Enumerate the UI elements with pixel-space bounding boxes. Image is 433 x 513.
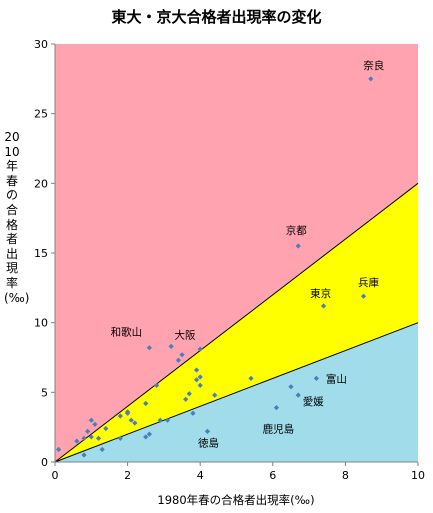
y-tick-label: 15 — [34, 247, 48, 260]
x-tick-label: 2 — [124, 469, 131, 482]
y-tick-label: 10 — [34, 317, 48, 330]
point-label: 鹿児島 — [263, 423, 295, 436]
data-point — [204, 428, 211, 434]
data-point — [143, 400, 149, 407]
data-point — [193, 377, 200, 383]
point-label: 和歌山 — [111, 326, 143, 339]
data-point — [132, 420, 138, 426]
data-point — [190, 410, 196, 416]
data-point — [175, 357, 182, 363]
boundary-line-2 — [54, 322, 419, 463]
point-label: 奈良 — [363, 59, 384, 72]
x-tick-label: 0 — [52, 469, 59, 482]
data-point — [197, 374, 203, 380]
data-point — [117, 435, 123, 441]
chart-title: 東大・京大合格者出現率の変化 — [111, 8, 322, 26]
data-point — [143, 434, 149, 440]
y-tick-label: 20 — [34, 177, 48, 190]
data-point — [125, 410, 131, 416]
data-point — [186, 391, 192, 397]
y-tick-label: 30 — [34, 38, 48, 51]
data-point — [295, 243, 301, 249]
data-point — [183, 396, 189, 402]
data-point — [74, 438, 80, 444]
data-point — [128, 417, 134, 423]
y-tick-label: 0 — [41, 456, 48, 469]
data-point — [88, 434, 94, 440]
point-label: 富山 — [326, 372, 347, 385]
data-point — [81, 452, 87, 458]
data-point — [56, 446, 62, 453]
point-label: 大阪 — [175, 329, 196, 342]
data-point — [273, 405, 280, 411]
regions-layer — [55, 44, 418, 463]
boundary-lines-layer — [54, 182, 419, 463]
data-point — [88, 417, 94, 423]
data-point — [168, 343, 174, 349]
data-point — [288, 384, 294, 390]
data-point — [360, 293, 367, 299]
data-point — [146, 431, 152, 437]
data-point — [146, 345, 152, 351]
x-tick-label: 8 — [342, 469, 349, 482]
data-point — [197, 382, 203, 388]
x-tick-label: 4 — [197, 469, 204, 482]
points-layer — [56, 76, 374, 458]
point-label: 兵庫 — [358, 276, 379, 289]
data-point — [99, 446, 105, 453]
data-point — [95, 435, 102, 441]
data-point — [92, 421, 98, 427]
data-point — [81, 435, 87, 441]
data-point — [248, 375, 254, 381]
data-point — [212, 392, 218, 398]
data-point — [117, 413, 123, 419]
data-point — [157, 417, 163, 423]
region-upper — [55, 44, 418, 462]
data-point — [197, 346, 203, 352]
y-tick-label: 5 — [41, 386, 48, 399]
point-label: 徳島 — [198, 436, 219, 449]
x-tick-label: 10 — [411, 469, 425, 482]
point-label: 愛媛 — [303, 395, 324, 408]
data-point — [368, 76, 374, 82]
data-point — [179, 352, 185, 358]
x-tick-label: 6 — [269, 469, 276, 482]
x-axis-label: 1980年春の合格者出現率(‰) — [157, 493, 315, 507]
data-point — [193, 367, 200, 373]
axes-layer: 0 5 10 15 20 25 30 0 2 4 6 8 10 — [34, 38, 425, 482]
data-point — [164, 417, 171, 423]
data-point — [154, 382, 160, 388]
y-tick-label: 25 — [34, 108, 48, 121]
data-point — [85, 428, 91, 434]
data-point — [313, 375, 319, 381]
data-point — [321, 303, 327, 309]
point-label: 東京 — [310, 287, 331, 300]
boundary-line-1 — [54, 182, 419, 463]
point-label: 京都 — [286, 224, 307, 237]
data-point — [295, 392, 301, 398]
data-point — [103, 425, 109, 432]
